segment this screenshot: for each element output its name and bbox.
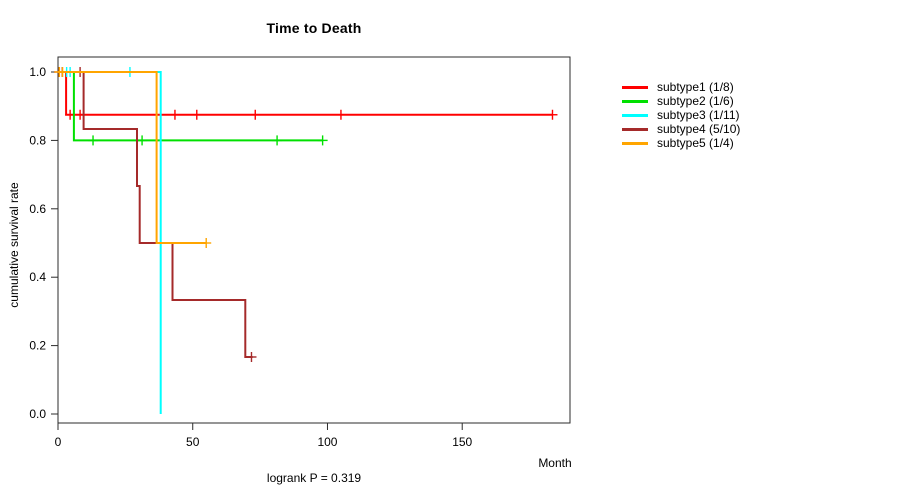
y-axis-tick-label: 0.8 <box>29 133 46 147</box>
chart-title: Time to Death <box>266 20 362 36</box>
y-axis-title: cumulative survival rate <box>7 182 21 308</box>
legend-label-subtype5: subtype5 (1/4) <box>657 136 734 150</box>
legend-line-swatch-subtype3 <box>622 113 648 117</box>
y-axis-tick-label: 1.0 <box>29 65 46 79</box>
logrank-pvalue: logrank P = 0.319 <box>266 471 362 485</box>
legend-line-swatch-subtype2 <box>622 99 648 103</box>
legend-line-swatch-subtype1 <box>622 85 648 89</box>
legend: subtype1 (1/8) subtype2 (1/6) subtype3 (… <box>622 80 740 150</box>
legend-label-subtype2: subtype2 (1/6) <box>657 94 734 108</box>
legend-label-subtype4: subtype4 (5/10) <box>657 122 741 136</box>
legend-line-swatch-subtype5 <box>622 141 648 145</box>
x-axis-tick-label: 50 <box>186 435 200 449</box>
legend-item-subtype1: subtype1 (1/8) <box>622 80 740 94</box>
legend-label-subtype3: subtype3 (1/11) <box>657 108 740 122</box>
survival-curve-subtype2 <box>58 71 323 142</box>
x-axis-tick-label: 100 <box>317 435 337 449</box>
x-axis-title: Month <box>538 456 572 470</box>
legend-item-subtype4: subtype4 (5/10) <box>622 122 740 136</box>
legend-item-subtype2: subtype2 (1/6) <box>622 94 740 108</box>
legend-item-subtype5: subtype5 (1/4) <box>622 136 740 150</box>
survival-curve-subtype5 <box>58 71 207 244</box>
y-axis-tick-label: 0.0 <box>29 407 46 421</box>
legend-item-subtype3: subtype3 (1/11) <box>622 108 740 122</box>
survival-curve-subtype1 <box>58 71 553 116</box>
survival-curve-subtype4 <box>58 71 253 358</box>
plot-border <box>57 56 571 424</box>
legend-line-swatch-subtype4 <box>622 127 648 131</box>
y-axis-tick-label: 0.6 <box>29 202 46 216</box>
y-axis-tick-label: 0.4 <box>29 270 46 284</box>
y-axis-tick-label: 0.2 <box>29 339 46 353</box>
x-axis-tick-label: 150 <box>452 435 472 449</box>
x-axis-tick-label: 0 <box>55 435 62 449</box>
legend-label-subtype1: subtype1 (1/8) <box>657 80 734 94</box>
